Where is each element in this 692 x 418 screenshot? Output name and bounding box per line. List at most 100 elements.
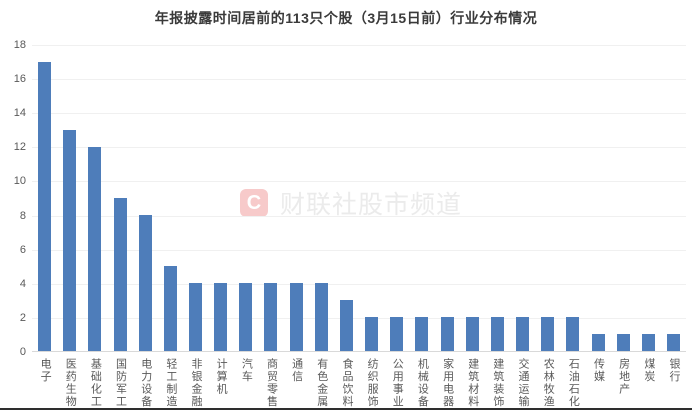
x-label-cell: 非银金融 (183, 358, 208, 408)
bar-国防军工 (113, 198, 127, 351)
bar-cell (334, 45, 359, 351)
x-label-cell: 传媒 (585, 358, 610, 383)
x-tick-label-计算机: 计算机 (215, 358, 228, 396)
bar-cell (359, 45, 384, 351)
bar-建筑装饰 (490, 317, 504, 351)
bars-row (32, 45, 686, 351)
bar-房地产 (616, 334, 630, 351)
x-tick-label-通信: 通信 (290, 358, 303, 383)
bar-纺织服饰 (365, 317, 379, 351)
y-tick-label-18: 18 (13, 39, 26, 51)
x-label-cell: 建筑材料 (460, 358, 485, 408)
y-tick-label-10: 10 (13, 175, 26, 187)
x-tick-label-建筑装饰: 建筑装饰 (491, 358, 504, 408)
bar-cell (158, 45, 183, 351)
bar-cell (309, 45, 334, 351)
bar-机械设备 (415, 317, 429, 351)
bottom-divider (0, 408, 692, 410)
bar-交通运输 (516, 317, 530, 351)
y-tick-label-6: 6 (19, 244, 26, 256)
bar-cell (107, 45, 132, 351)
bar-cell (460, 45, 485, 351)
bar-cell (636, 45, 661, 351)
gridline-y14 (32, 113, 686, 114)
bar-cell (233, 45, 258, 351)
x-axis-labels: 电子 医药生物 基础化工 国防军工 电力设备 轻工制造 非银金融 计算机 汽车 商贸零售 通信 有色金… (32, 358, 686, 408)
bar-银行 (666, 334, 680, 351)
y-tick-label-2: 2 (19, 312, 26, 324)
x-tick-label-非银金融: 非银金融 (190, 358, 203, 408)
gridline-y6 (32, 250, 686, 251)
bar-cell (661, 45, 686, 351)
gridline-y10 (32, 181, 686, 182)
x-tick-label-交通运输: 交通运输 (517, 358, 530, 408)
x-tick-label-家用电器: 家用电器 (441, 358, 454, 408)
x-tick-label-商贸零售: 商贸零售 (265, 358, 278, 408)
x-label-cell: 有色金属 (309, 358, 334, 408)
x-tick-label-基础化工: 基础化工 (89, 358, 102, 408)
bar-食品饮料 (339, 300, 353, 351)
y-tick-label-0: 0 (19, 346, 26, 358)
bar-cell (133, 45, 158, 351)
bar-cell (284, 45, 309, 351)
x-tick-label-电力设备: 电力设备 (139, 358, 152, 408)
x-tick-label-电子: 电子 (39, 358, 52, 383)
x-label-cell: 公用事业 (384, 358, 409, 408)
x-label-cell: 电子 (32, 358, 57, 383)
bar-cell (82, 45, 107, 351)
x-tick-label-纺织服饰: 纺织服饰 (366, 358, 379, 408)
x-tick-label-农林牧渔: 农林牧渔 (542, 358, 555, 408)
x-label-cell: 煤炭 (636, 358, 661, 383)
x-label-cell: 食品饮料 (334, 358, 359, 408)
bar-cell (510, 45, 535, 351)
x-tick-label-银行: 银行 (667, 358, 680, 383)
bar-基础化工 (88, 147, 102, 351)
bar-cell (560, 45, 585, 351)
x-tick-label-机械设备: 机械设备 (416, 358, 429, 408)
bar-通信 (289, 283, 303, 351)
x-tick-label-煤炭: 煤炭 (642, 358, 655, 383)
bar-cell (585, 45, 610, 351)
x-tick-label-国防军工: 国防军工 (114, 358, 127, 408)
gridline-y4 (32, 284, 686, 285)
plot-area: C 财联社股市频道 (32, 45, 686, 352)
x-label-cell: 银行 (661, 358, 686, 383)
bar-医药生物 (63, 130, 77, 351)
chart-title: 年报披露时间居前的113只个股（3月15日前）行业分布情况 (154, 10, 538, 26)
gridline-y12 (32, 147, 686, 148)
x-label-cell: 机械设备 (409, 358, 434, 408)
x-tick-label-建筑材料: 建筑材料 (466, 358, 479, 408)
bar-家用电器 (440, 317, 454, 351)
bar-轻工制造 (163, 266, 177, 351)
bar-农林牧渔 (541, 317, 555, 351)
bar-建筑材料 (465, 317, 479, 351)
x-tick-label-房地产: 房地产 (617, 358, 630, 396)
gridline-y0 (32, 351, 686, 352)
x-tick-label-汽车: 汽车 (240, 358, 253, 383)
x-tick-label-公用事业: 公用事业 (391, 358, 404, 408)
x-tick-label-医药生物: 医药生物 (64, 358, 77, 408)
bar-公用事业 (390, 317, 404, 351)
x-label-cell: 基础化工 (82, 358, 107, 408)
bar-汽车 (239, 283, 253, 351)
bar-cell (384, 45, 409, 351)
bar-cell (183, 45, 208, 351)
bar-石油石化 (566, 317, 580, 351)
x-tick-label-石油石化: 石油石化 (567, 358, 580, 408)
x-label-cell: 轻工制造 (158, 358, 183, 408)
bar-煤炭 (641, 334, 655, 351)
bar-非银金融 (189, 283, 203, 351)
bar-商贸零售 (264, 283, 278, 351)
x-label-cell: 通信 (284, 358, 309, 383)
bar-计算机 (214, 283, 228, 351)
gridline-y2 (32, 318, 686, 319)
y-tick-label-14: 14 (13, 107, 26, 119)
y-tick-label-16: 16 (13, 73, 26, 85)
bar-cell (409, 45, 434, 351)
x-tick-label-轻工制造: 轻工制造 (164, 358, 177, 408)
y-tick-label-12: 12 (13, 141, 26, 153)
x-label-cell: 农林牧渔 (535, 358, 560, 408)
bar-cell (535, 45, 560, 351)
x-tick-label-有色金属: 有色金属 (315, 358, 328, 408)
